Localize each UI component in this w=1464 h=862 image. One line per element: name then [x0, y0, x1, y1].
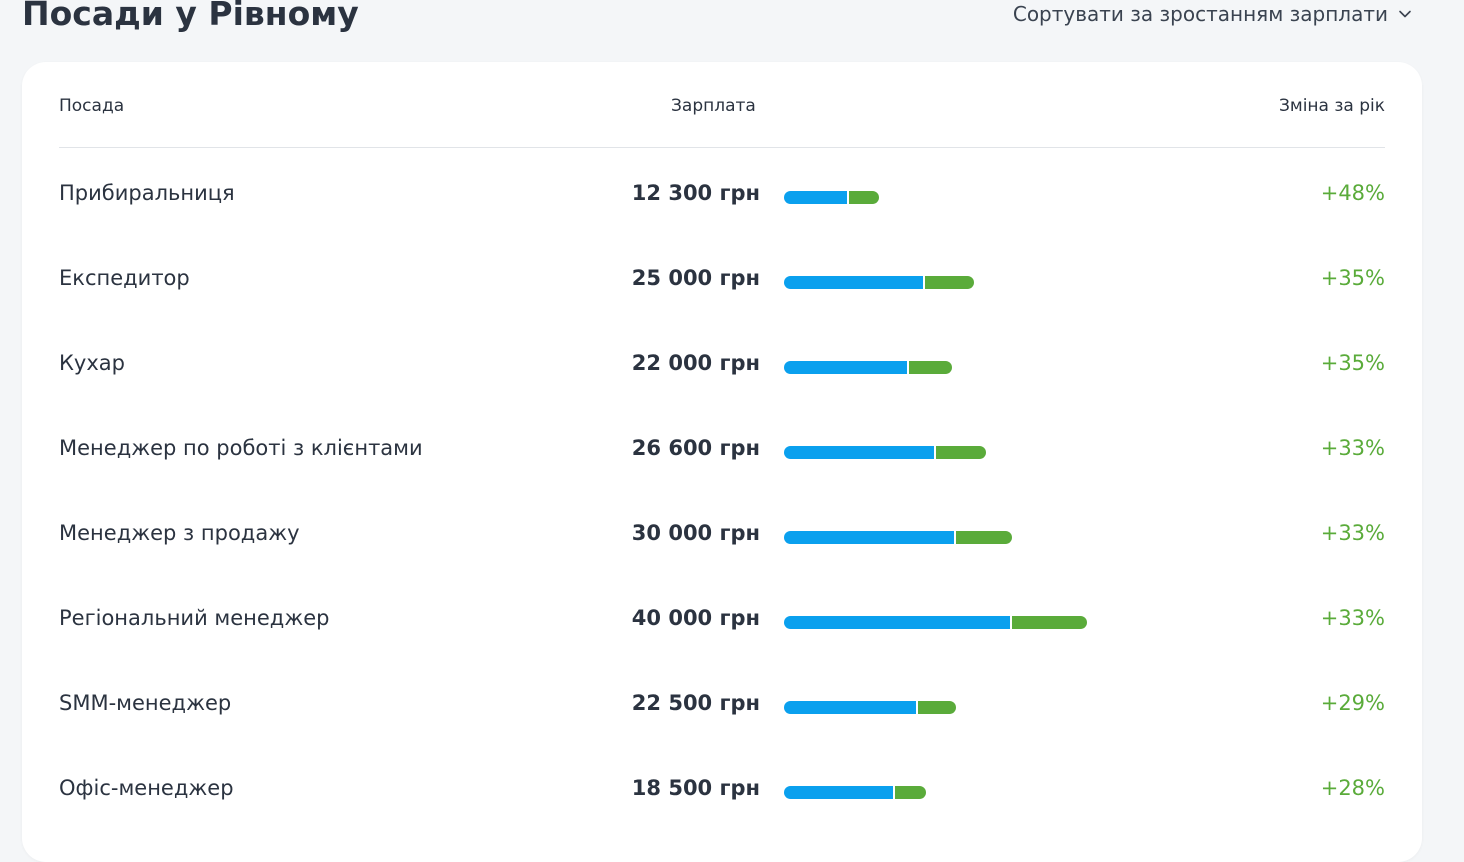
salary-base-bar [784, 701, 916, 714]
sort-dropdown[interactable]: Сортувати за зростанням зарплати [1013, 2, 1412, 26]
yearly-change: +33% [1320, 436, 1385, 460]
salary-growth-bar [956, 531, 1012, 544]
salary-value: 22 000 грн [631, 351, 760, 375]
salary-bar [784, 276, 974, 289]
table-row[interactable]: Офіс-менеджер 18 500 грн +28% [59, 750, 1385, 835]
salary-base-bar [784, 531, 954, 544]
salary-value: 12 300 грн [631, 181, 760, 205]
salary-bar [784, 616, 1087, 629]
page-title: Посади у Рівному [22, 0, 359, 33]
salary-growth-bar [909, 361, 952, 374]
table-row[interactable]: SMM-менеджер 22 500 грн +29% [59, 665, 1385, 750]
header-change: Зміна за рік [1278, 96, 1385, 116]
salary-bar [784, 191, 879, 204]
salary-base-bar [784, 191, 847, 204]
yearly-change: +35% [1320, 351, 1385, 375]
yearly-change: +33% [1320, 521, 1385, 545]
position-title[interactable]: SMM-менеджер [59, 691, 232, 715]
header-salary: Зарплата [671, 96, 756, 116]
yearly-change: +35% [1320, 266, 1385, 290]
salary-bar [784, 361, 952, 374]
table-row[interactable]: Регіональний менеджер 40 000 грн +33% [59, 580, 1385, 665]
salary-bar [784, 531, 1012, 544]
salary-base-bar [784, 361, 907, 374]
salary-value: 40 000 грн [631, 606, 760, 630]
salary-growth-bar [895, 786, 926, 799]
position-title[interactable]: Регіональний менеджер [59, 606, 330, 630]
position-title[interactable]: Прибиральниця [59, 181, 235, 205]
positions-card: Посада Зарплата Зміна за рік Прибиральни… [22, 62, 1422, 862]
salary-value: 22 500 грн [631, 691, 760, 715]
salary-growth-bar [918, 701, 956, 714]
yearly-change: +28% [1320, 776, 1385, 800]
salary-growth-bar [925, 276, 974, 289]
yearly-change: +29% [1320, 691, 1385, 715]
salary-value: 25 000 грн [631, 266, 760, 290]
table-header: Посада Зарплата Зміна за рік [59, 94, 1385, 148]
table-row[interactable]: Кухар 22 000 грн +35% [59, 325, 1385, 410]
salary-value: 18 500 грн [631, 776, 760, 800]
salary-bar [784, 701, 956, 714]
salary-base-bar [784, 786, 893, 799]
salary-bar [784, 786, 926, 799]
yearly-change: +33% [1320, 606, 1385, 630]
sort-label: Сортувати за зростанням зарплати [1012, 2, 1388, 26]
position-title[interactable]: Офіс-менеджер [59, 776, 234, 800]
position-title[interactable]: Експедитор [59, 266, 190, 290]
salary-base-bar [784, 276, 923, 289]
table-row[interactable]: Експедитор 25 000 грн +35% [59, 240, 1385, 325]
positions-list: Прибиральниця 12 300 грн +48% Експедитор… [59, 155, 1385, 835]
salary-growth-bar [1012, 616, 1087, 629]
salary-value: 30 000 грн [631, 521, 760, 545]
salary-bar [784, 446, 986, 459]
salary-value: 26 600 грн [631, 436, 760, 460]
position-title[interactable]: Менеджер по роботі з клієнтами [59, 436, 423, 460]
position-title[interactable]: Кухар [59, 351, 125, 375]
salary-base-bar [784, 616, 1010, 629]
table-row[interactable]: Менеджер по роботі з клієнтами 26 600 гр… [59, 410, 1385, 495]
table-row[interactable]: Прибиральниця 12 300 грн +48% [59, 155, 1385, 240]
salary-base-bar [784, 446, 934, 459]
table-row[interactable]: Менеджер з продажу 30 000 грн +33% [59, 495, 1385, 580]
chevron-down-icon [1399, 10, 1411, 18]
yearly-change: +48% [1320, 181, 1385, 205]
header-position: Посада [59, 96, 125, 116]
salary-growth-bar [936, 446, 986, 459]
salary-growth-bar [849, 191, 879, 204]
position-title[interactable]: Менеджер з продажу [59, 521, 300, 545]
